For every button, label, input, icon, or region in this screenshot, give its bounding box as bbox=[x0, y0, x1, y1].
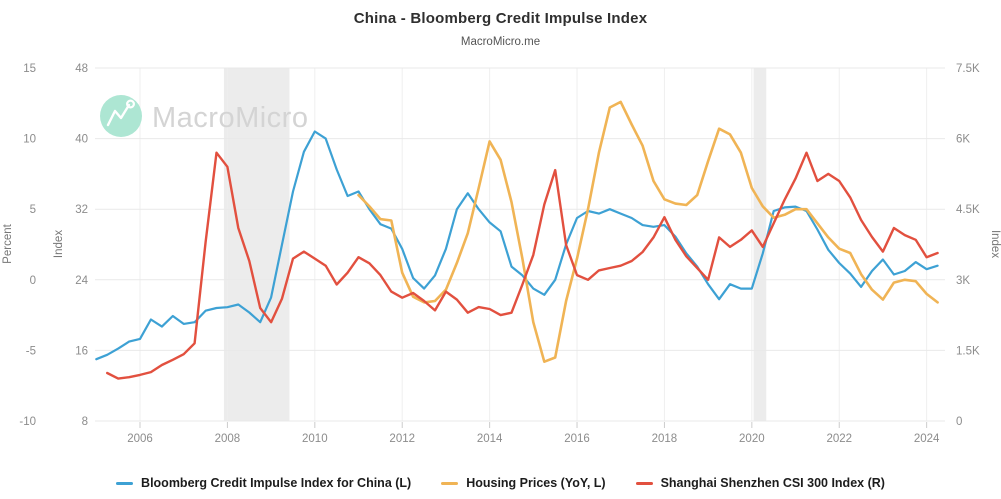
right-axis-tick-label: 4.5K bbox=[956, 204, 980, 216]
percent-axis-tick-label: 5 bbox=[30, 204, 36, 216]
logo-ring-icon bbox=[125, 99, 135, 109]
right-index-axis-title: Index bbox=[989, 230, 1001, 258]
legend-dash-icon bbox=[441, 481, 459, 485]
index-axis-tick-label: 24 bbox=[75, 275, 88, 287]
chart-legend: Bloomberg Credit Impulse Index for China… bbox=[0, 476, 1001, 490]
legend-item-label: Bloomberg Credit Impulse Index for China… bbox=[141, 476, 412, 490]
x-tick-label: 2018 bbox=[652, 433, 678, 445]
right-axis-tick-label: 0 bbox=[956, 416, 962, 428]
x-tick-label: 2020 bbox=[739, 433, 765, 445]
x-tick-label: 2008 bbox=[215, 433, 241, 445]
x-tick-label: 2012 bbox=[389, 433, 415, 445]
legend-item-label: Shanghai Shenzhen CSI 300 Index (R) bbox=[660, 476, 885, 490]
legend-dash-icon bbox=[116, 481, 134, 485]
percent-axis-tick-label: -10 bbox=[19, 416, 36, 428]
index-axis-tick-label: 8 bbox=[82, 416, 88, 428]
right-axis-tick-label: 3K bbox=[956, 275, 970, 287]
legend-dash-icon bbox=[635, 481, 653, 485]
x-tick-label: 2010 bbox=[302, 433, 328, 445]
logo-trend-line-icon bbox=[106, 103, 131, 127]
percent-axis-tick-label: 10 bbox=[23, 134, 36, 146]
series-line-csi300 bbox=[105, 151, 939, 380]
index-axis-tick-label: 40 bbox=[75, 134, 88, 146]
legend-item-label: Housing Prices (YoY, L) bbox=[466, 476, 606, 490]
page-title: China - Bloomberg Credit Impulse Index bbox=[353, 10, 648, 27]
recession-band bbox=[223, 68, 290, 421]
right-axis-tick-label: 1.5K bbox=[956, 345, 980, 357]
x-tick-label: 2022 bbox=[826, 433, 852, 445]
watermark-text: MacroMicro bbox=[152, 102, 308, 134]
x-tick-label: 2016 bbox=[564, 433, 590, 445]
left-index-axis-title: Index bbox=[53, 230, 65, 258]
x-tick-label: 2006 bbox=[127, 433, 153, 445]
series-line-credit_impulse bbox=[95, 130, 939, 361]
index-axis-tick-label: 32 bbox=[75, 204, 88, 216]
percent-axis-tick-label: 15 bbox=[23, 63, 36, 75]
right-axis-tick-label: 6K bbox=[956, 134, 970, 146]
index-axis-tick-label: 48 bbox=[75, 63, 88, 75]
percent-axis-title: Percent bbox=[2, 223, 14, 263]
percent-axis-tick-label: -5 bbox=[26, 345, 36, 357]
legend-item-csi300[interactable]: Shanghai Shenzhen CSI 300 Index (R) bbox=[635, 476, 885, 490]
x-tick-label: 2024 bbox=[914, 433, 940, 445]
x-tick-label: 2014 bbox=[477, 433, 503, 445]
legend-item-credit-impulse[interactable]: Bloomberg Credit Impulse Index for China… bbox=[116, 476, 411, 490]
right-axis-tick-label: 7.5K bbox=[956, 63, 980, 75]
percent-axis-tick-label: 0 bbox=[30, 275, 36, 287]
series-line-housing bbox=[357, 100, 939, 364]
legend-item-housing-prices[interactable]: Housing Prices (YoY, L) bbox=[441, 476, 606, 490]
page-subtitle: MacroMicro.me bbox=[460, 36, 541, 48]
index-axis-tick-label: 16 bbox=[75, 345, 88, 357]
